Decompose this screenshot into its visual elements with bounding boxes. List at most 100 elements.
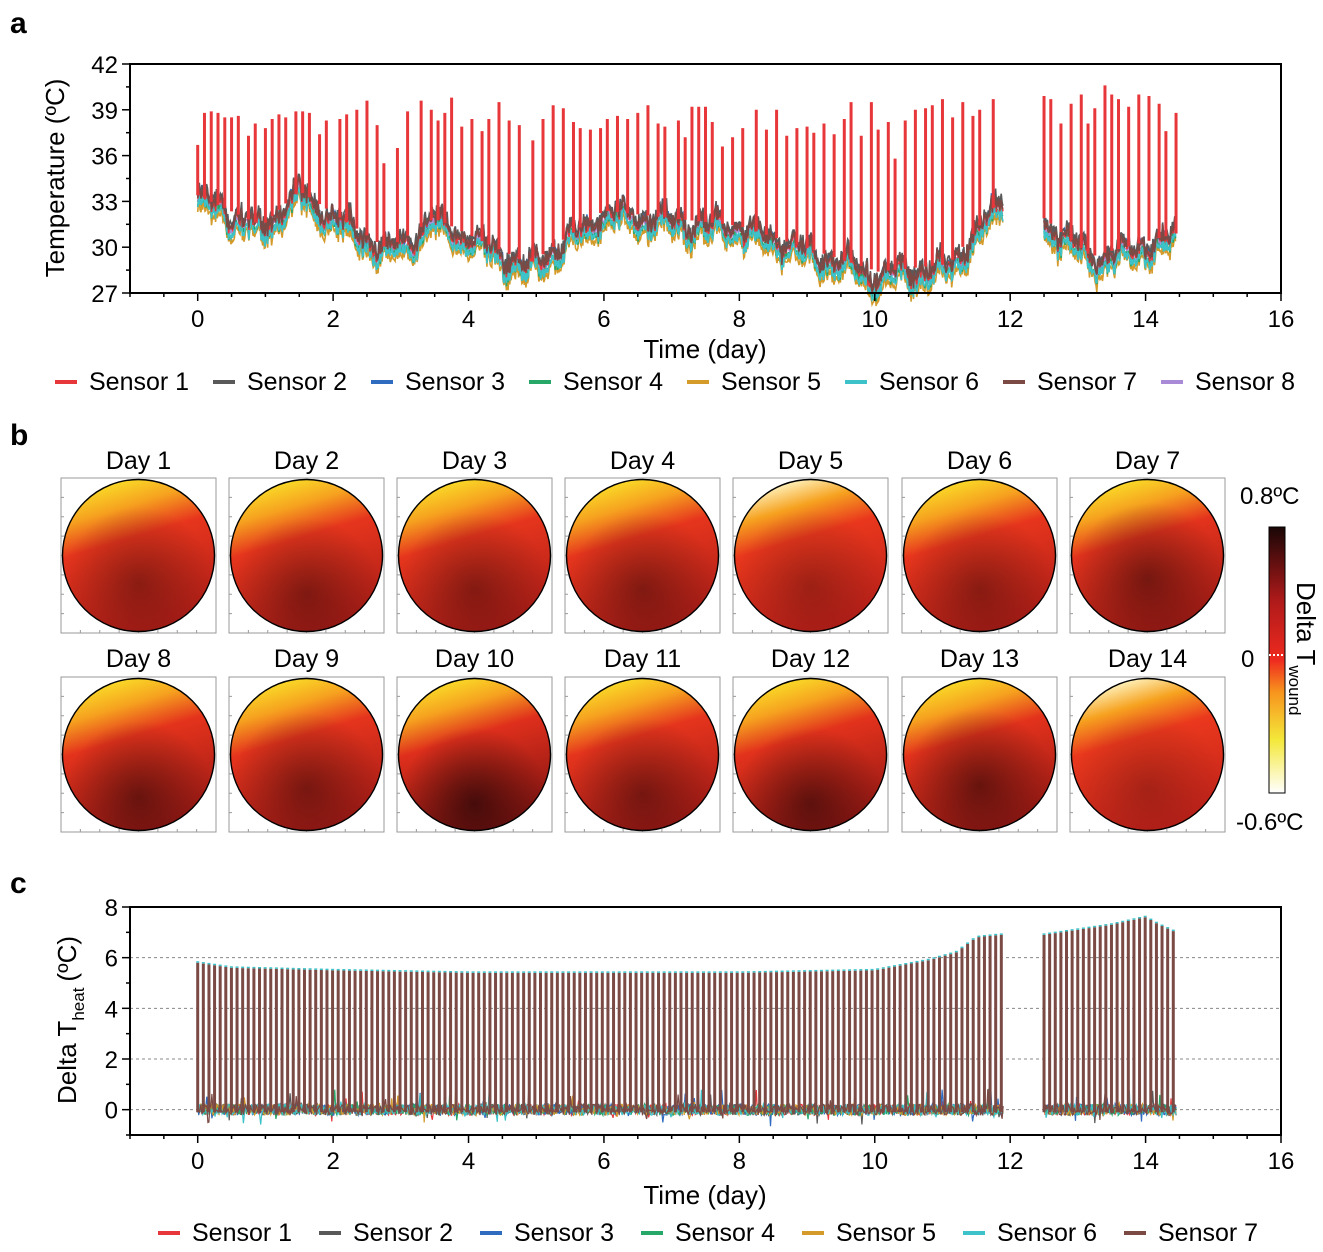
- heatmap-day: Day 7: [1069, 447, 1226, 634]
- legend-label: Sensor 3: [405, 368, 505, 396]
- x-tick-label: 0: [191, 1148, 204, 1175]
- heatmap-hotspot: [1071, 479, 1224, 632]
- panel-c-x-label: Time (day): [643, 1180, 766, 1210]
- heatmap-hotspot: [566, 678, 719, 831]
- heatmap-day: Day 1: [60, 447, 217, 634]
- heatmap-outline: [733, 478, 888, 633]
- heatmap-day: Day 14: [1069, 645, 1226, 833]
- panel-a-y-label: Temperature (ºC): [40, 79, 70, 278]
- heatmap-day-title: Day 3: [442, 447, 507, 475]
- heatmap-day-title: Day 5: [778, 447, 843, 475]
- x-tick-label: 6: [597, 306, 610, 333]
- panel-c-legend: Sensor 1 Sensor 2 Sensor 3 Sensor 4 Sensor 5…: [158, 1219, 1258, 1247]
- heatmap-hotspot: [734, 479, 887, 632]
- panel-a-legend: Sensor 1 Sensor 2 Sensor 3 Sensor 4 Sensor 5…: [55, 368, 1295, 396]
- legend-label: Sensor 7: [1158, 1219, 1258, 1247]
- heatmap-outline: [61, 478, 216, 633]
- heatmap-day: Day 6: [901, 447, 1058, 634]
- x-tick-label: 10: [861, 1148, 888, 1175]
- panel-b-heatmaps: Day 1 Day 2 Day 3 Day 4 Day 5 Day 6 Day 7 Day 8…: [60, 447, 1321, 836]
- colorbar-mid-label: 0: [1241, 646, 1254, 673]
- panel-c-series: [196, 915, 1177, 1127]
- legend-label: Sensor 7: [1037, 368, 1137, 396]
- panel-c-y-label: Delta Theat (ºC): [52, 936, 88, 1104]
- panel-c-frame: [129, 906, 1282, 1136]
- y-tick-label: 6: [105, 946, 118, 973]
- heatmap-outline: [229, 478, 384, 633]
- heatmap-day: Day 3: [396, 447, 553, 634]
- heatmap-hotspot: [734, 678, 887, 831]
- heatmap-outline: [565, 677, 720, 832]
- x-tick-label: 14: [1132, 306, 1159, 333]
- heatmap-day: Day 9: [228, 645, 385, 833]
- heatmap-day: Day 8: [60, 645, 217, 833]
- x-tick-label: 2: [326, 1148, 339, 1175]
- y-tick-label: 42: [91, 52, 118, 79]
- x-tick-label: 14: [1132, 1148, 1159, 1175]
- y-tick-label: 2: [105, 1047, 118, 1074]
- y-tick-label: 27: [91, 281, 118, 308]
- heatmap-day-title: Day 11: [604, 645, 681, 673]
- heatmap-day-title: Day 1: [106, 447, 171, 475]
- series-line: [1043, 219, 1177, 275]
- heatmap-hotspot: [903, 678, 1056, 831]
- panel-a-series: [196, 85, 1178, 308]
- heatmap-outline: [1070, 677, 1225, 832]
- x-tick-label: 10: [861, 306, 888, 333]
- colorbar-title-sub: wound: [1285, 664, 1304, 715]
- legend-label: Sensor 6: [879, 368, 979, 396]
- legend-label: Sensor 4: [563, 368, 663, 396]
- heatmap-outline: [229, 677, 384, 832]
- colorbar-max-label: 0.8ºC: [1240, 483, 1299, 510]
- heatmap-day: Day 10: [396, 645, 553, 833]
- x-tick-label: 8: [733, 306, 746, 333]
- heatmap-day-title: Day 6: [947, 447, 1012, 475]
- y-tick-label: 39: [91, 98, 118, 125]
- heatmap-day: Day 13: [901, 645, 1058, 833]
- x-tick-label: 12: [997, 306, 1024, 333]
- heatmap-hotspot: [398, 678, 551, 831]
- x-tick-label: 4: [462, 1148, 475, 1175]
- heatmap-hotspot: [903, 479, 1056, 632]
- heatmap-outline: [61, 677, 216, 832]
- legend-label: Sensor 6: [997, 1219, 1097, 1247]
- x-tick-label: 2: [326, 306, 339, 333]
- heatmap-day: Day 11: [564, 645, 721, 833]
- y-tick-label: 4: [105, 996, 118, 1023]
- legend-label: Sensor 8: [1195, 368, 1295, 396]
- heatmap-hotspot: [1071, 678, 1224, 831]
- heatmap-day-title: Day 9: [274, 645, 339, 673]
- panel-a-temperature-chart: 0 2 4 6 8 10 12 14 16 27 30 33 36 39 42 Time (day) Tem…: [40, 52, 1295, 396]
- heatmap-day-title: Day 7: [1115, 447, 1180, 475]
- heatmap-day-title: Day 2: [274, 447, 339, 475]
- colorbar-title: Delta Twound: [1285, 582, 1321, 715]
- heatmap-day: Day 2: [228, 447, 385, 634]
- legend-label: Sensor 2: [353, 1219, 453, 1247]
- panel-c-y-label-unit: (ºC): [52, 936, 82, 982]
- legend-label: Sensor 1: [89, 368, 189, 396]
- series-line: [196, 175, 1004, 294]
- heatmap-outline: [397, 677, 552, 832]
- y-tick-label: 30: [91, 235, 118, 262]
- x-tick-label: 4: [462, 306, 475, 333]
- heatmap-outline: [1070, 478, 1225, 633]
- y-tick-label: 33: [91, 189, 118, 216]
- panel-label-b: b: [10, 419, 28, 452]
- x-tick-label: 0: [191, 306, 204, 333]
- heatmap-hotspot: [566, 479, 719, 632]
- legend-label: Sensor 5: [721, 368, 821, 396]
- heatmap-day-title: Day 13: [940, 645, 1019, 673]
- y-tick-label: 8: [105, 895, 118, 922]
- heatmap-outline: [902, 677, 1057, 832]
- legend-label: Sensor 5: [836, 1219, 936, 1247]
- heatmap-day-title: Day 8: [106, 645, 171, 673]
- heatmap-day: Day 5: [732, 447, 889, 634]
- panel-a-x-label: Time (day): [643, 334, 766, 364]
- heatmap-day: Day 4: [564, 447, 721, 634]
- colorbar: [1268, 526, 1286, 794]
- x-tick-label: 16: [1268, 306, 1295, 333]
- heatmap-day-title: Day 14: [1108, 645, 1187, 673]
- heatmap-hotspot: [230, 678, 383, 831]
- heatmap-outline: [902, 478, 1057, 633]
